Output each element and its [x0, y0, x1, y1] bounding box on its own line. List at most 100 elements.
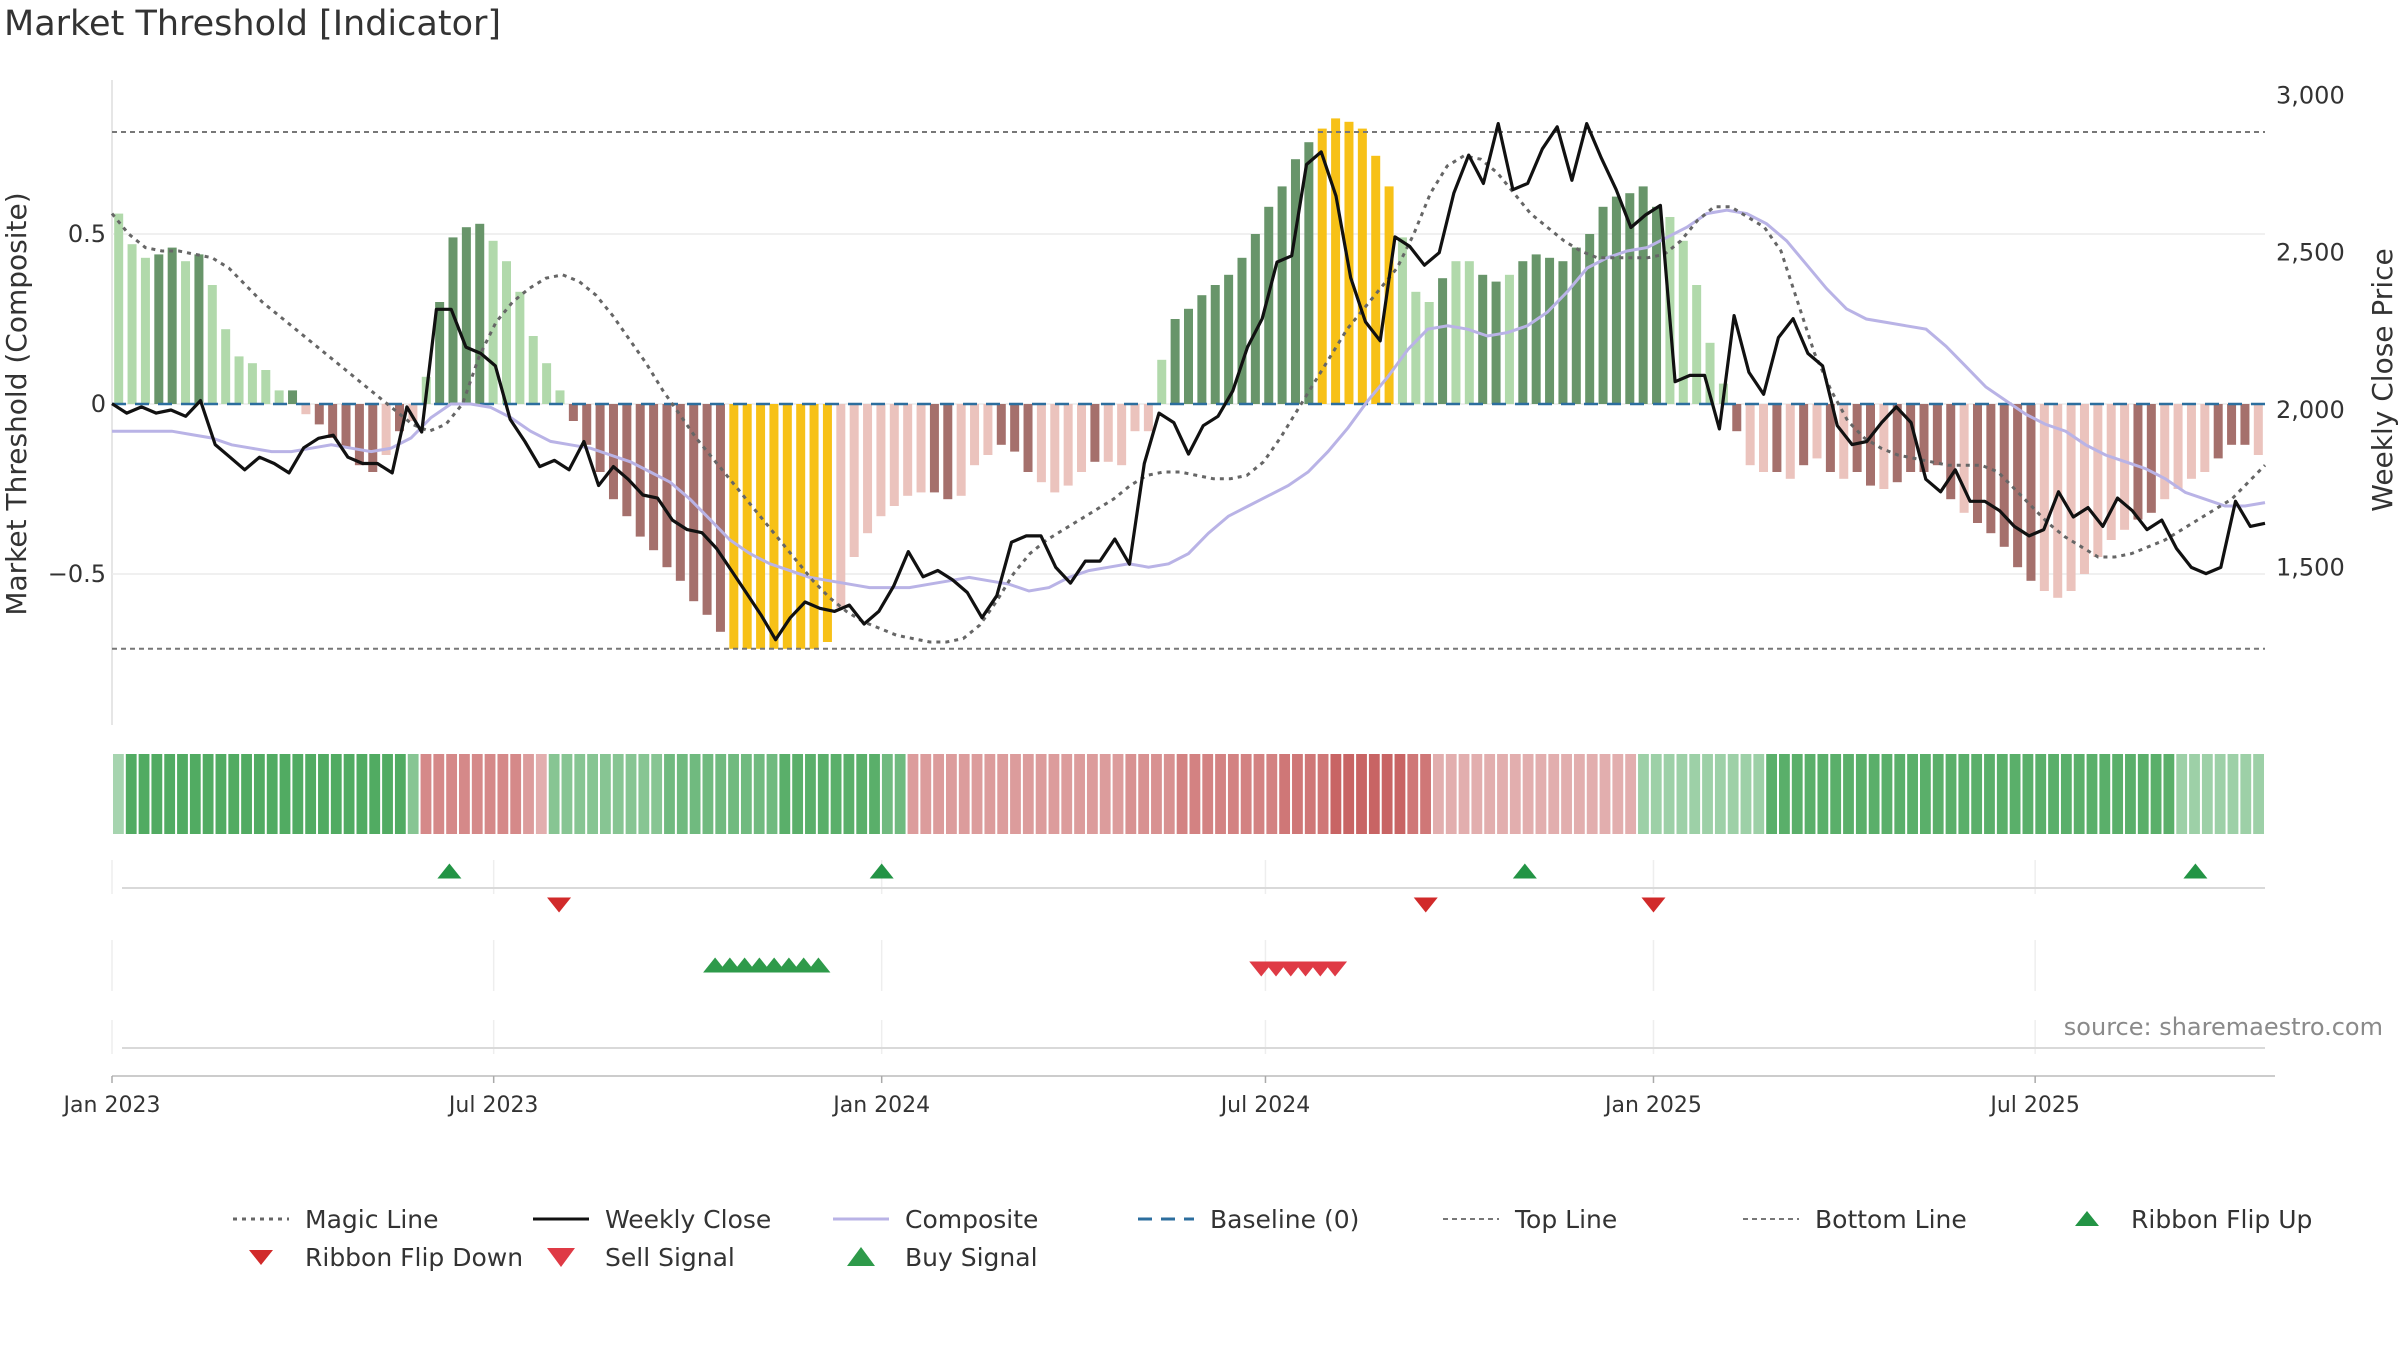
ribbon-cell	[1112, 754, 1124, 834]
ribbon-cell	[523, 754, 534, 834]
ribbon-cell	[266, 754, 278, 834]
ribbon-cell	[1984, 754, 1995, 834]
legend-swatch-top	[1435, 1204, 1507, 1234]
legend-item-sell: Sell Signal	[525, 1242, 735, 1272]
composite-bar	[2133, 404, 2143, 520]
composite-bar	[1799, 404, 1809, 466]
composite-bar	[1759, 404, 1769, 472]
ribbon-cell	[1676, 754, 1688, 834]
composite-bar	[314, 404, 324, 425]
ribbon-cell	[318, 754, 329, 834]
x-tick-label: Jan 2025	[1603, 1093, 1702, 1118]
composite-bar	[1023, 404, 1033, 472]
composite-bar	[1598, 206, 1608, 404]
ribbon-cell	[1292, 754, 1303, 834]
composite-bar	[501, 261, 511, 404]
composite-bar	[1852, 404, 1862, 472]
ribbon-cell	[1304, 754, 1316, 834]
composite-bar	[1103, 404, 1113, 462]
composite-bar	[167, 247, 177, 404]
ribbon-cell	[1945, 754, 1957, 834]
composite-bar	[1143, 404, 1153, 432]
composite-bar	[943, 404, 953, 500]
composite-bar	[1652, 206, 1662, 404]
ribbon-cell	[215, 754, 227, 834]
composite-bar	[1972, 404, 1982, 523]
legend-label: Top Line	[1515, 1204, 1618, 1234]
composite-bar	[1317, 128, 1327, 404]
composite-bar	[1210, 285, 1220, 404]
composite-bar	[849, 404, 859, 557]
ribbon-cell	[1497, 754, 1508, 834]
ribbon-cell	[1522, 754, 1534, 834]
composite-bar	[2039, 404, 2049, 591]
composite-bar	[1130, 404, 1140, 432]
ribbon-cell	[2048, 754, 2059, 834]
ribbon-cell	[497, 754, 509, 834]
ribbon-cell	[1779, 754, 1790, 834]
composite-bar	[261, 370, 271, 404]
composite-bar	[1250, 234, 1260, 404]
composite-bar	[2120, 404, 2130, 530]
ribbon-cell	[779, 754, 791, 834]
composite-bar	[1411, 291, 1421, 404]
legend-label: Weekly Close	[605, 1204, 772, 1234]
ribbon-cell	[830, 754, 842, 834]
source-note: source: sharemaestro.com	[2063, 1013, 2383, 1041]
composite-bar	[181, 261, 191, 404]
composite-bar	[1424, 302, 1434, 404]
legend-label: Sell Signal	[605, 1242, 735, 1272]
ribbon-cell	[1368, 754, 1380, 834]
composite-bar	[756, 404, 766, 649]
right-tick-label: 2,500	[2276, 239, 2345, 267]
composite-bar	[381, 404, 391, 455]
ribbon-cell	[2099, 754, 2111, 834]
composite-bar	[1438, 278, 1448, 404]
ribbon-cell	[2240, 754, 2252, 834]
ribbon-flip-down-marker	[547, 897, 572, 913]
ribbon-cell	[2201, 754, 2213, 834]
composite-bar	[461, 227, 471, 404]
ribbon-flip-up-marker	[1512, 863, 1537, 879]
ribbon-cell	[1919, 754, 1931, 834]
right-tick-label: 1,500	[2276, 553, 2345, 581]
ribbon-cell	[2035, 754, 2047, 834]
legend-label: Buy Signal	[905, 1242, 1038, 1272]
left-tick-label: −0.5	[48, 560, 106, 588]
composite-bar	[1825, 404, 1835, 472]
x-tick-label: Jul 2025	[1988, 1093, 2080, 1118]
magic-line	[110, 154, 2267, 644]
composite-bar	[435, 302, 445, 404]
composite-bar	[2026, 404, 2036, 581]
composite-bar	[555, 390, 565, 404]
composite-bar	[568, 404, 578, 421]
legend-swatch-flipup	[2051, 1204, 2123, 1234]
ribbon-cell	[1702, 754, 1713, 834]
composite-bar	[1946, 404, 1956, 500]
ribbon-cell	[459, 754, 470, 834]
composite-bar	[1531, 254, 1541, 404]
ribbon-cell	[2150, 754, 2162, 834]
composite-bar	[2106, 404, 2116, 540]
composite-bar	[809, 404, 819, 649]
ribbon-cell	[1253, 754, 1265, 834]
composite-bar	[1545, 257, 1555, 404]
ribbon-cell	[1881, 754, 1893, 834]
ribbon-cell	[1356, 754, 1367, 834]
composite-bar	[2146, 404, 2156, 513]
ribbon-cell	[113, 754, 124, 834]
ribbon-cell	[1330, 754, 1342, 834]
composite-bar	[301, 404, 311, 415]
composite-bar	[1384, 186, 1394, 404]
composite-bar	[635, 404, 645, 537]
buy-signal-marker	[806, 957, 831, 973]
right-tick-label: 2,000	[2276, 396, 2345, 424]
ribbon-cell	[189, 754, 201, 834]
ribbon-cell	[1727, 754, 1739, 834]
legend-item-flipup: Ribbon Flip Up	[2051, 1204, 2312, 1234]
legend-swatch-weekly	[525, 1204, 597, 1234]
composite-bar	[288, 390, 298, 404]
ribbon-cell	[1061, 754, 1073, 834]
composite-bar	[328, 404, 338, 438]
ribbon-cell	[1817, 754, 1829, 834]
